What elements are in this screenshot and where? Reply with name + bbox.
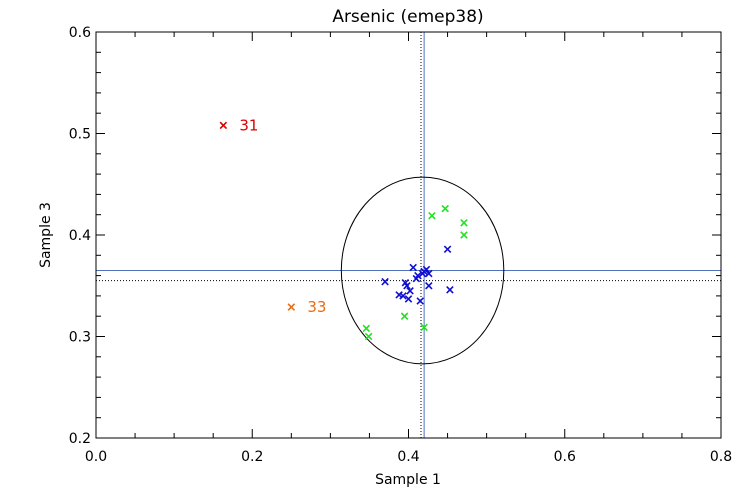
data-point-green bbox=[364, 332, 373, 341]
x-tick-label: 0.8 bbox=[710, 449, 732, 465]
data-point-blue bbox=[422, 265, 431, 274]
data-points bbox=[219, 121, 468, 341]
x-tick-label: 0.6 bbox=[554, 449, 576, 465]
data-point-green bbox=[428, 211, 436, 220]
point-label-31: 31 bbox=[239, 116, 258, 134]
y-tick-label: 0.5 bbox=[69, 127, 91, 143]
chart-title: Arsenic (emep38) bbox=[332, 7, 483, 27]
data-point-blue bbox=[414, 271, 422, 280]
plot-area-frame bbox=[95, 31, 722, 439]
data-point-blue bbox=[381, 277, 389, 286]
y-tick-label: 0.4 bbox=[69, 228, 91, 244]
data-point-green bbox=[420, 323, 428, 332]
data-point-green bbox=[460, 219, 468, 227]
data-point-blue bbox=[446, 286, 454, 294]
x-tick-label: 0.0 bbox=[85, 449, 107, 465]
axis-ticks bbox=[95, 31, 722, 439]
data-point-green bbox=[400, 312, 409, 320]
y-tick-label: 0.6 bbox=[69, 25, 91, 41]
data-point-33 bbox=[287, 303, 296, 311]
reference-lines bbox=[96, 32, 721, 438]
y-tick-label: 0.2 bbox=[69, 431, 91, 447]
data-point-31 bbox=[219, 121, 228, 130]
y-tick-label: 0.3 bbox=[69, 330, 91, 346]
data-point-blue bbox=[404, 295, 413, 303]
x-tick-label: 0.2 bbox=[241, 449, 263, 465]
x-axis-title: Sample 1 bbox=[375, 472, 441, 488]
point-labels: 31 33 bbox=[239, 116, 326, 316]
data-point-blue bbox=[416, 297, 424, 305]
data-point-blue bbox=[406, 287, 414, 295]
x-tick-labels: 0.0 0.2 0.4 0.6 0.8 bbox=[85, 449, 732, 465]
data-point-green bbox=[362, 324, 371, 333]
data-point-blue bbox=[399, 292, 407, 300]
data-point-blue bbox=[409, 263, 417, 272]
confidence-ellipse bbox=[340, 176, 505, 365]
data-point-blue bbox=[403, 281, 411, 290]
data-point-blue bbox=[443, 245, 452, 253]
y-tick-labels: 0.2 0.3 0.4 0.5 0.6 bbox=[69, 25, 91, 447]
data-point-green bbox=[441, 204, 449, 213]
data-point-green bbox=[460, 231, 468, 239]
point-label-33: 33 bbox=[307, 298, 326, 316]
data-point-blue bbox=[425, 281, 433, 290]
data-point-blue bbox=[425, 269, 433, 278]
x-tick-label: 0.4 bbox=[397, 449, 419, 465]
y-axis-title: Sample 3 bbox=[38, 202, 54, 268]
